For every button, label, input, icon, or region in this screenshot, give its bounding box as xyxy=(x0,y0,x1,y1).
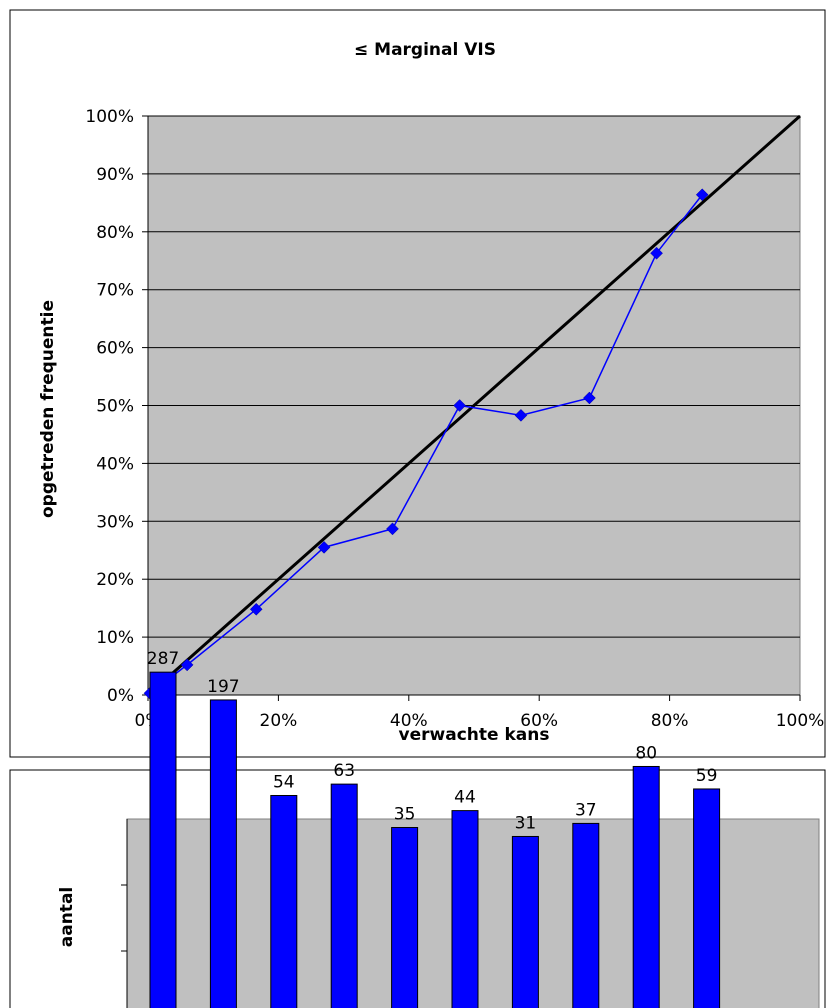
bar xyxy=(330,783,358,1008)
data-point xyxy=(650,246,663,260)
x-tick-label: 40% xyxy=(390,711,428,731)
y-tick-label: 0% xyxy=(107,686,134,706)
x-axis: 0% 20% 40% 60% 80% 100% xyxy=(135,694,825,731)
data-point xyxy=(695,188,709,202)
bar-label: 59 xyxy=(696,766,718,786)
bar-label: 44 xyxy=(454,788,476,808)
y-tick-label: 50% xyxy=(96,397,134,417)
bar-label: 35 xyxy=(394,805,416,825)
bar-label: 80 xyxy=(635,743,657,763)
y-tick-label: 10% xyxy=(96,628,134,648)
data-point xyxy=(386,522,399,536)
y-tick-label: 20% xyxy=(96,570,134,590)
chart-title: ≤ Marginal VIS xyxy=(354,40,496,60)
bar-label: 197 xyxy=(207,677,239,697)
reference-line xyxy=(147,114,801,697)
bar-label: 63 xyxy=(333,761,355,781)
x-tick-label: 60% xyxy=(520,711,558,731)
y-tick-label: 100% xyxy=(85,107,134,127)
bar xyxy=(632,765,660,1008)
bar xyxy=(270,794,298,1008)
bar xyxy=(572,822,600,1008)
y-tick-label: 40% xyxy=(96,454,134,474)
bar xyxy=(149,671,177,1008)
x-tick-label: 100% xyxy=(776,711,825,731)
y-axis-label: opgetreden frequentie xyxy=(38,300,58,518)
bar-label: 37 xyxy=(575,800,597,820)
bar xyxy=(391,827,419,1008)
x-tick-label: 80% xyxy=(651,711,689,731)
y-tick-label: 90% xyxy=(96,165,134,185)
data-point xyxy=(453,399,467,412)
data-point xyxy=(249,602,263,616)
y-tick-label: 60% xyxy=(96,339,134,359)
y-tick-label: 30% xyxy=(96,512,134,532)
histogram-y-label: aantal xyxy=(57,887,77,947)
y-tick-label: 80% xyxy=(96,223,134,243)
bar xyxy=(209,699,237,1008)
y-tick-label: 70% xyxy=(96,281,134,301)
bar-label: 31 xyxy=(515,813,537,833)
bar-label: 287 xyxy=(147,649,179,669)
y-axis: 0% 10% 20% 30% 40% 50% 60% 70% 80% 90% 100% xyxy=(85,107,149,706)
histogram-bars: 287 197 54 63 35 44 31 37 80 59 xyxy=(147,649,721,1008)
data-point xyxy=(583,391,596,405)
x-axis-label: verwachte kans xyxy=(399,725,550,745)
data-point xyxy=(514,408,528,422)
data-point xyxy=(180,658,194,672)
bar xyxy=(451,810,479,1008)
gridlines xyxy=(148,115,800,638)
bar xyxy=(693,788,721,1008)
bar xyxy=(511,835,539,1008)
x-tick-label: 20% xyxy=(260,711,298,731)
bar-label: 54 xyxy=(273,772,295,792)
series-line xyxy=(149,194,703,694)
data-point xyxy=(317,541,331,554)
